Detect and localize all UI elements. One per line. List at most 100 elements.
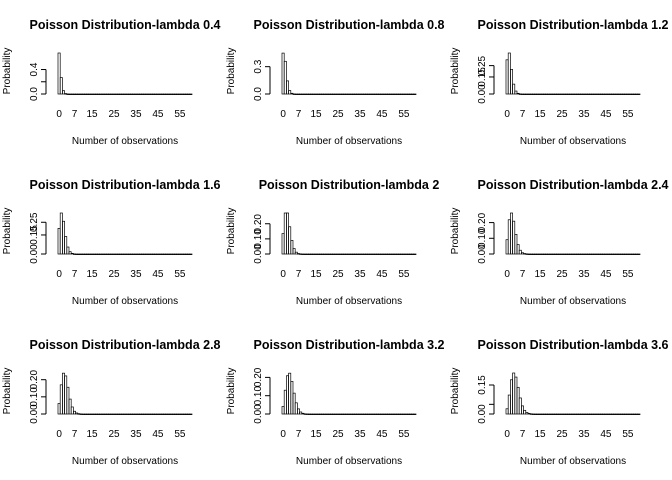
bar bbox=[413, 93, 417, 95]
x-tick-label: 25 bbox=[108, 269, 120, 280]
bar bbox=[637, 93, 641, 95]
y-axis-label: Probability bbox=[450, 48, 461, 95]
panel-2: Poisson Distribution-lambda 0.8 Probabili… bbox=[226, 18, 445, 147]
x-tick-label: 55 bbox=[174, 429, 186, 440]
x-tick-label: 15 bbox=[534, 429, 546, 440]
x-tick-label: 15 bbox=[534, 109, 546, 120]
bar bbox=[57, 52, 61, 95]
x-tick-label: 7 bbox=[72, 429, 78, 440]
bar bbox=[512, 83, 516, 95]
x-tick-label: 55 bbox=[398, 109, 410, 120]
x-tick-label: 35 bbox=[130, 429, 142, 440]
x-tick-label: 7 bbox=[72, 109, 78, 120]
x-axis-label: Number of observations bbox=[72, 456, 178, 467]
x-tick-label: 7 bbox=[296, 269, 302, 280]
panel-9: Poisson Distribution-lambda 3.6 Probabili… bbox=[450, 338, 669, 467]
x-tick-label: 25 bbox=[108, 429, 120, 440]
x-tick-label: 7 bbox=[72, 269, 78, 280]
x-tick-label: 45 bbox=[152, 269, 164, 280]
y-axis-label: Probability bbox=[226, 368, 237, 415]
chart-title: Poisson Distribution-lambda 3.6 bbox=[478, 338, 669, 352]
x-tick-label: 7 bbox=[520, 269, 526, 280]
bar bbox=[510, 69, 513, 95]
panel-5: Poisson Distribution-lambda 2 Probability… bbox=[226, 178, 439, 307]
bar bbox=[62, 90, 65, 95]
y-axis-label: Probability bbox=[226, 208, 237, 255]
x-tick-label: 0 bbox=[56, 109, 62, 120]
x-tick-label: 55 bbox=[174, 109, 186, 120]
x-axis-label: Number of observations bbox=[72, 136, 178, 147]
y-tick-label: 0.10 bbox=[253, 229, 264, 249]
bar bbox=[68, 398, 72, 415]
panel-8: Poisson Distribution-lambda 3.2 Probabili… bbox=[226, 338, 445, 467]
bar bbox=[189, 93, 193, 95]
y-tick-label: 0.3 bbox=[253, 59, 264, 73]
bar bbox=[294, 402, 298, 415]
bar bbox=[292, 248, 296, 255]
x-tick-label: 15 bbox=[534, 269, 546, 280]
x-tick-label: 0 bbox=[504, 109, 510, 120]
y-axis-label: Probability bbox=[226, 48, 237, 95]
x-axis-label: Number of observations bbox=[520, 296, 626, 307]
x-tick-label: 0 bbox=[280, 109, 286, 120]
x-tick-label: 35 bbox=[354, 269, 366, 280]
x-tick-label: 55 bbox=[622, 429, 634, 440]
bar bbox=[637, 253, 641, 255]
y-tick-label: 0.20 bbox=[253, 214, 264, 234]
x-tick-label: 35 bbox=[578, 269, 590, 280]
x-tick-label: 7 bbox=[296, 429, 302, 440]
y-tick-label: 0.00 bbox=[29, 404, 40, 424]
x-tick-label: 7 bbox=[520, 429, 526, 440]
y-tick-label: 0.15 bbox=[477, 375, 488, 395]
x-tick-label: 55 bbox=[398, 429, 410, 440]
chart-title: Poisson Distribution-lambda 2.8 bbox=[30, 338, 221, 352]
bar bbox=[70, 406, 74, 415]
x-tick-label: 45 bbox=[376, 269, 388, 280]
y-tick-label: 0.00 bbox=[253, 404, 264, 424]
panel-3: Poisson Distribution-lambda 1.2 Probabili… bbox=[450, 18, 669, 147]
chart-title: Poisson Distribution-lambda 3.2 bbox=[254, 338, 445, 352]
y-tick-label: 0.4 bbox=[29, 62, 40, 76]
x-tick-label: 0 bbox=[504, 269, 510, 280]
panel-4: Poisson Distribution-lambda 1.6 Probabili… bbox=[2, 178, 221, 307]
x-tick-label: 0 bbox=[56, 269, 62, 280]
y-axis-label: Probability bbox=[450, 368, 461, 415]
x-tick-label: 15 bbox=[86, 109, 98, 120]
x-tick-label: 35 bbox=[578, 109, 590, 120]
y-tick-label: 0.0 bbox=[253, 87, 264, 101]
bar bbox=[283, 60, 287, 95]
x-tick-label: 0 bbox=[280, 429, 286, 440]
chart-title: Poisson Distribution-lambda 0.8 bbox=[254, 18, 445, 32]
y-axis-label: Probability bbox=[450, 208, 461, 255]
x-tick-label: 35 bbox=[130, 269, 142, 280]
x-tick-label: 0 bbox=[280, 269, 286, 280]
x-tick-label: 7 bbox=[520, 109, 526, 120]
x-axis-label: Number of observations bbox=[296, 136, 402, 147]
chart-title: Poisson Distribution-lambda 2.4 bbox=[478, 178, 669, 192]
x-tick-label: 45 bbox=[376, 109, 388, 120]
x-tick-label: 15 bbox=[310, 109, 322, 120]
bar bbox=[288, 90, 292, 95]
y-axis-label: Probability bbox=[2, 48, 13, 95]
x-axis-label: Number of observations bbox=[296, 456, 402, 467]
bar bbox=[294, 251, 298, 255]
y-tick-label: 0.15 bbox=[29, 225, 40, 245]
x-axis-label: Number of observations bbox=[520, 136, 626, 147]
bar bbox=[297, 408, 300, 415]
bar bbox=[68, 251, 72, 255]
y-tick-label: 0.15 bbox=[477, 67, 488, 87]
x-axis-label: Number of observations bbox=[72, 296, 178, 307]
x-tick-label: 25 bbox=[332, 269, 344, 280]
x-tick-label: 45 bbox=[152, 429, 164, 440]
y-axis-label: Probability bbox=[2, 208, 13, 255]
bar bbox=[189, 253, 193, 255]
x-tick-label: 25 bbox=[556, 429, 568, 440]
panel-6: Poisson Distribution-lambda 2.4 Probabili… bbox=[450, 178, 669, 307]
bar bbox=[290, 240, 294, 255]
x-tick-label: 55 bbox=[174, 269, 186, 280]
bar bbox=[413, 253, 417, 255]
x-tick-label: 15 bbox=[310, 269, 322, 280]
bar bbox=[518, 249, 522, 255]
chart-title: Poisson Distribution-lambda 2 bbox=[259, 178, 440, 192]
